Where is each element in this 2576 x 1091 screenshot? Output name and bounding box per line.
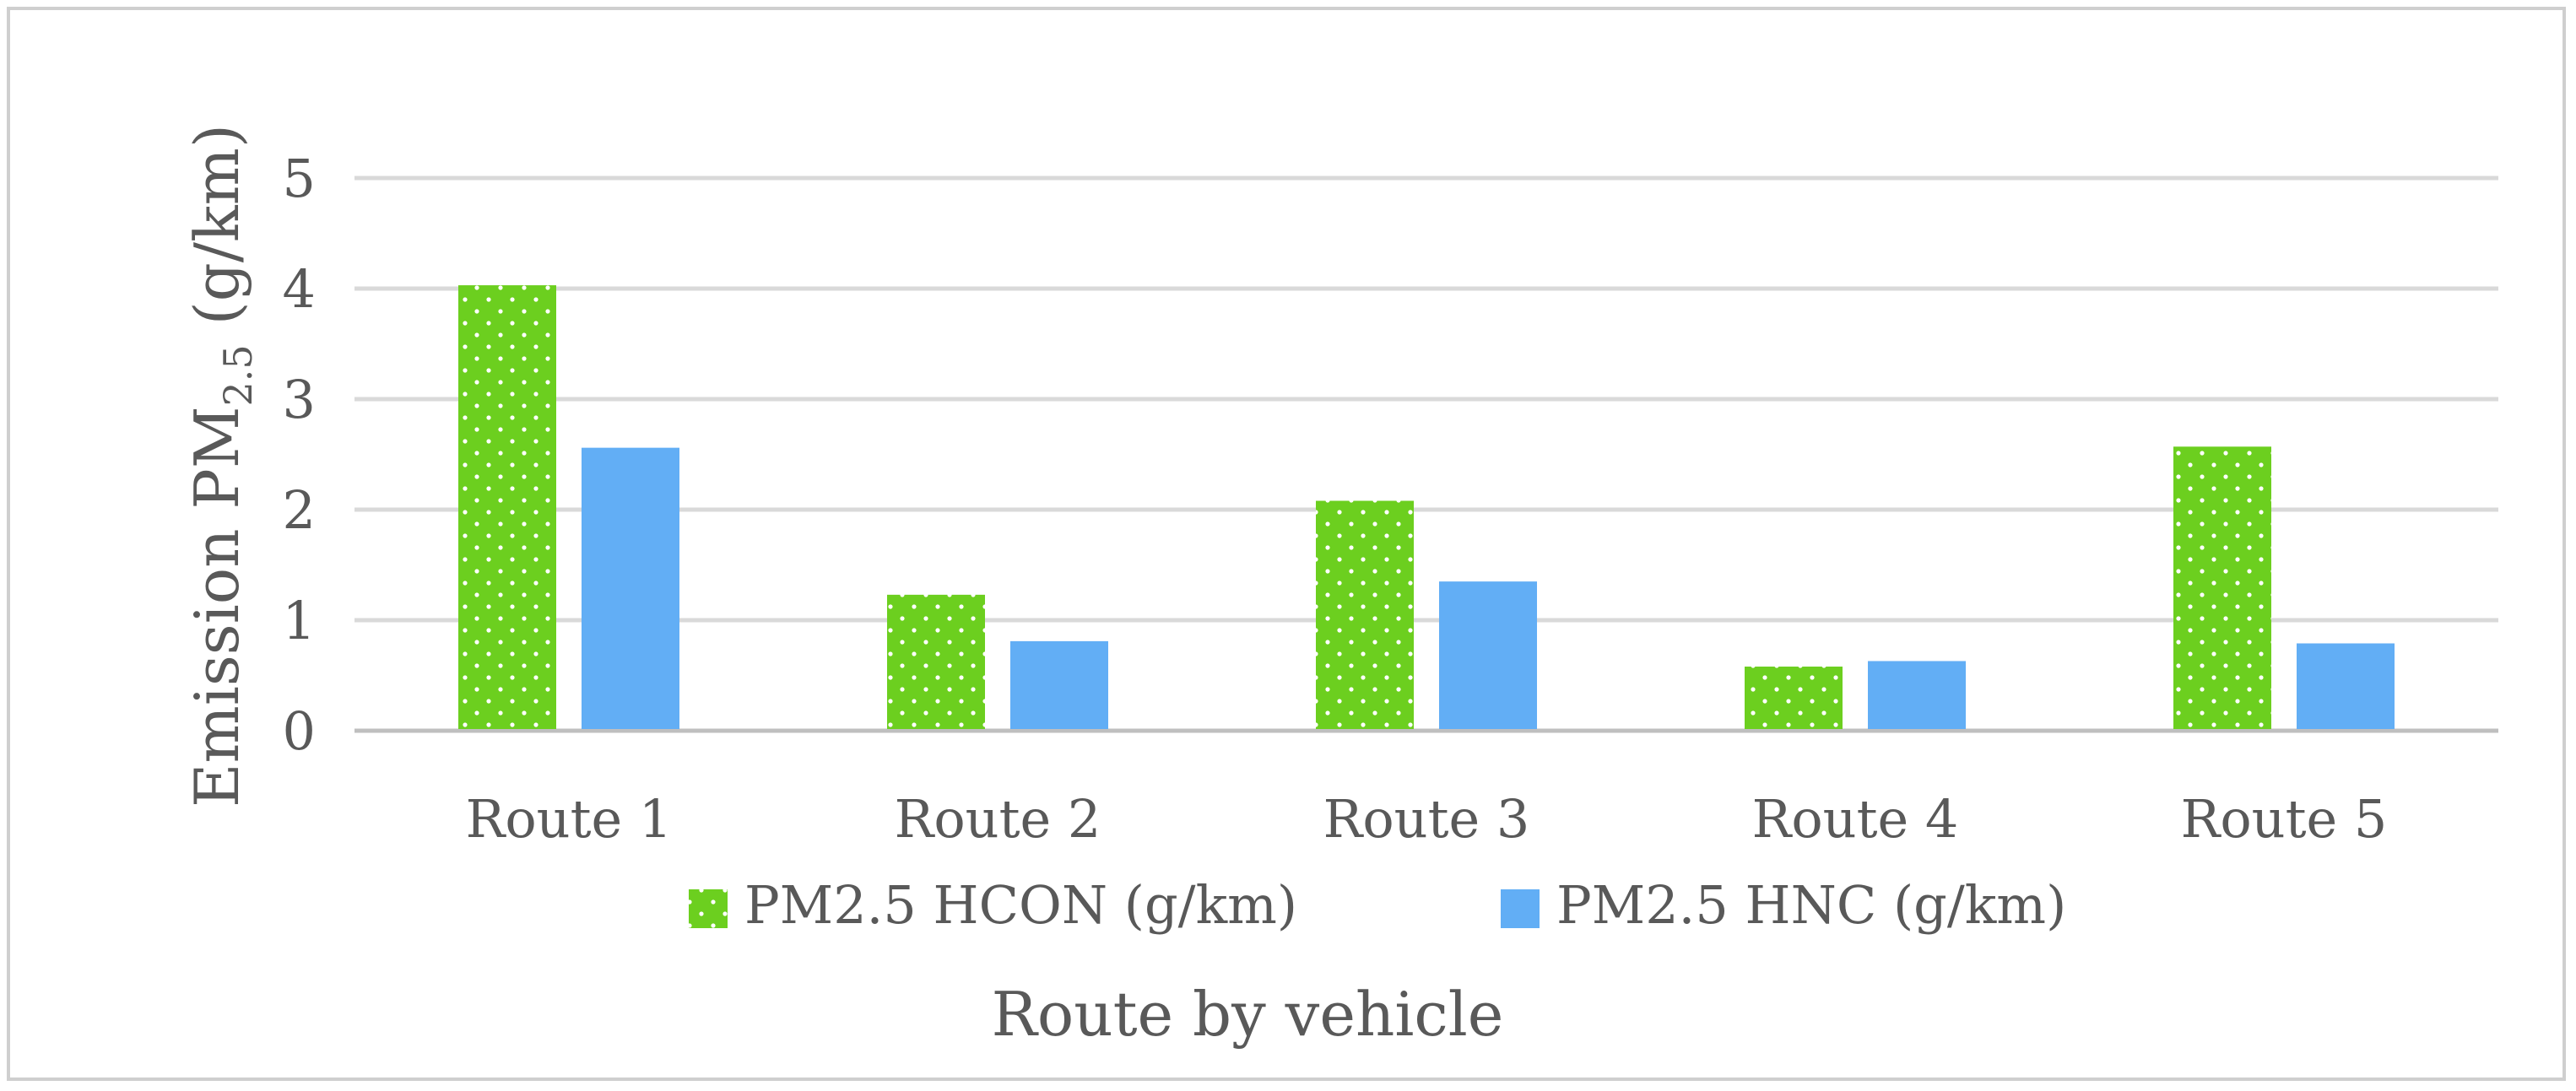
y-tick-label: 3 <box>283 369 316 430</box>
bar-hnc-route-1 <box>582 447 679 729</box>
y-tick-label: 4 <box>283 258 316 320</box>
x-tick-label: Route 1 <box>466 788 673 850</box>
legend-label-hcon: PM2.5 HCON (g/km) <box>744 874 1297 936</box>
legend-swatch-hcon <box>689 889 728 928</box>
y-tick-label: 2 <box>283 479 316 541</box>
y-tick-labels: 0 1 2 3 4 5 <box>283 148 316 762</box>
x-tick-label: Route 3 <box>1323 788 1530 850</box>
bar-hcon-route-1 <box>458 285 556 729</box>
bar-hnc-route-3 <box>1439 581 1537 729</box>
x-tick-label: Route 5 <box>2181 788 2388 850</box>
gridlines <box>354 176 2498 733</box>
bar-hnc-route-5 <box>2297 643 2395 729</box>
y-axis-title-unit: (g/km) <box>181 124 252 344</box>
legend: PM2.5 HCON (g/km) PM2.5 HNC (g/km) <box>689 874 2066 936</box>
bar-hcon-route-2 <box>887 594 985 729</box>
bar-hnc-route-2 <box>1010 640 1108 729</box>
x-axis-title: Route by vehicle <box>992 979 1504 1050</box>
y-tick-label: 0 <box>283 700 316 762</box>
y-axis-title: Emission PM2.5 (g/km) <box>181 124 261 807</box>
legend-swatch-hnc <box>1501 889 1540 928</box>
y-axis-title-subscript: 2.5 <box>215 344 261 406</box>
bar-hcon-route-4 <box>1745 667 1843 729</box>
y-tick-label: 5 <box>283 148 316 209</box>
bars <box>458 285 2395 729</box>
x-tick-labels: Route 1 Route 2 Route 3 Route 4 Route 5 <box>466 788 2388 850</box>
bar-hnc-route-4 <box>1868 661 1966 729</box>
y-tick-label: 1 <box>283 590 316 651</box>
legend-label-hnc: PM2.5 HNC (g/km) <box>1556 874 2066 936</box>
bar-hcon-route-3 <box>1316 500 1414 729</box>
y-axis-title-main: Emission PM <box>181 406 252 807</box>
x-tick-label: Route 2 <box>895 788 1101 850</box>
bar-hcon-route-5 <box>2173 446 2271 729</box>
x-tick-label: Route 4 <box>1752 788 1959 850</box>
